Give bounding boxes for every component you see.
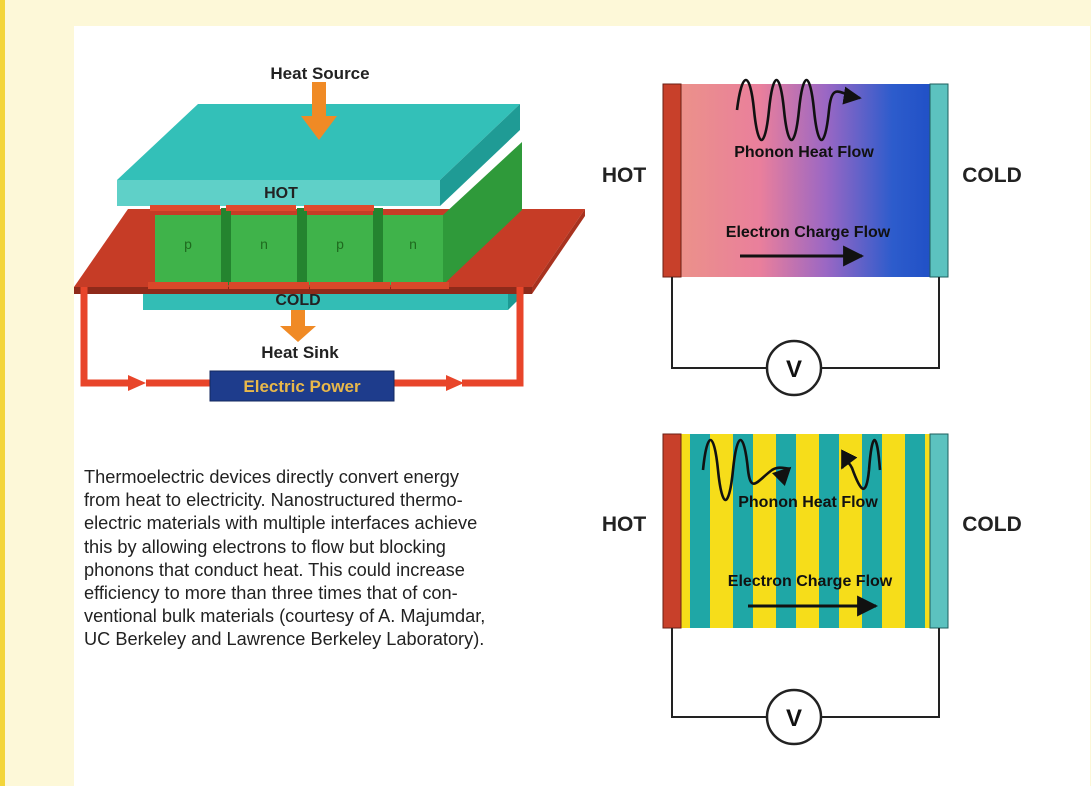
heat-source-arrow — [301, 82, 337, 140]
leg-n1 — [231, 215, 297, 285]
leg-label-p1: p — [184, 236, 192, 252]
thermoelectric-module-diagram: Heat Source HOT p n p n COLD Heat Sink — [74, 64, 585, 402]
leg-p1 — [155, 215, 221, 285]
legs-group — [148, 142, 522, 289]
hot-plate — [117, 104, 520, 211]
leg-label-n1: n — [260, 236, 268, 252]
bulk-electron-label: Electron Charge Flow — [726, 224, 891, 241]
nano-voltmeter — [765, 688, 823, 746]
nano-wire-left — [671, 628, 766, 718]
bulk-hot-label: HOT — [602, 164, 647, 187]
leg-n2 — [383, 215, 443, 285]
bulk-cold-label: COLD — [962, 164, 1022, 187]
bulk-wire-left — [671, 277, 766, 369]
bulk-voltmeter-label: V — [786, 356, 802, 383]
bulk-voltmeter — [765, 339, 823, 397]
nano-hot-electrode — [662, 433, 682, 629]
bulk-phonon-wave — [735, 78, 862, 142]
caption-line: efficiency to more than three times that… — [84, 583, 458, 604]
nanostructured-diagram: Phonon Heat Flow Electron Charge Flow HO… — [602, 433, 1022, 746]
nano-phonon-wave-left — [701, 438, 792, 502]
page-edge-bar — [0, 0, 5, 786]
caption-line: ventional bulk materials (courtesy of A.… — [84, 606, 486, 627]
nano-electron-label: Electron Charge Flow — [728, 573, 893, 590]
bulk-hot-electrode — [662, 83, 682, 278]
caption-line: Thermoelectric devices directly convert … — [84, 467, 460, 487]
heat-sink-arrow — [280, 310, 316, 342]
nano-stripes — [690, 434, 925, 628]
caption-line: UC Berkeley and Lawrence Berkeley Labora… — [84, 629, 485, 650]
bulk-cold-electrode — [929, 83, 949, 278]
leg-label-n2: n — [409, 236, 417, 252]
bulk-wire-right — [822, 277, 940, 369]
nano-phonon-wave-right — [840, 438, 882, 491]
nano-slab — [668, 434, 934, 628]
leg-p2 — [307, 215, 373, 285]
leg-label-p2: p — [336, 236, 344, 252]
caption-line: this by allowing electrons to flow but b… — [84, 536, 446, 557]
module-cold-label: COLD — [275, 292, 320, 309]
heat-source-label: Heat Source — [270, 64, 369, 83]
electric-power-box — [209, 370, 395, 402]
nano-hot-label: HOT — [602, 513, 647, 536]
caption-line: phonons that conduct heat. This could in… — [84, 559, 465, 580]
module-hot-label: HOT — [264, 185, 298, 202]
caption-line: from heat to electricity. Nanostructured… — [84, 490, 463, 511]
bulk-material-diagram: Phonon Heat Flow Electron Charge Flow HO… — [602, 78, 1022, 397]
nano-voltmeter-label: V — [786, 705, 802, 732]
nano-wire-right — [822, 628, 940, 718]
caption-line: electric materials with multiple interfa… — [84, 513, 478, 534]
nano-cold-label: COLD — [962, 513, 1022, 536]
bulk-gradient-slab — [668, 84, 932, 277]
bulk-phonon-label: Phonon Heat Flow — [734, 144, 874, 161]
heat-sink-label: Heat Sink — [261, 343, 339, 362]
electric-power-label: Electric Power — [243, 377, 361, 396]
figure-caption: Thermoelectric devices directly convert … — [84, 466, 574, 652]
nano-phonon-label: Phonon Heat Flow — [738, 494, 878, 511]
power-circuit — [80, 287, 524, 391]
nano-cold-electrode — [929, 433, 949, 629]
